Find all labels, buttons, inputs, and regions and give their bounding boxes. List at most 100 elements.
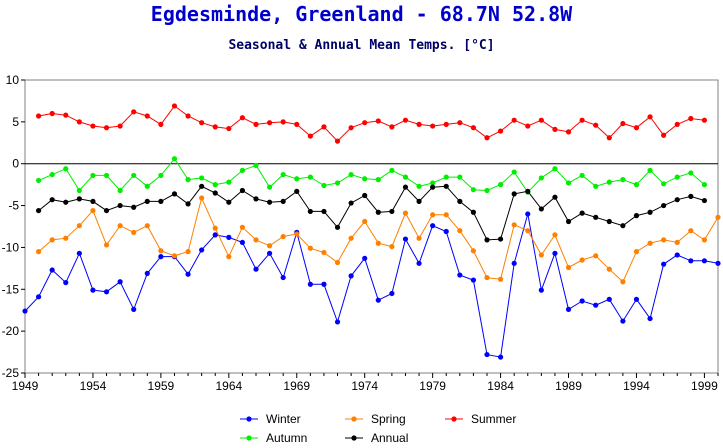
autumn-point	[158, 172, 164, 179]
annual-point	[661, 202, 667, 209]
annual-point	[647, 209, 653, 215]
autumn-point	[443, 174, 449, 180]
annual-point	[131, 204, 137, 210]
winter-point	[701, 258, 708, 264]
summer-point	[199, 120, 205, 126]
spring-point	[606, 266, 612, 272]
annual-point	[307, 208, 313, 215]
legend-swatch-marker	[351, 416, 357, 422]
annual-point	[239, 187, 246, 194]
winter-point	[49, 267, 55, 273]
winter-point	[430, 223, 436, 229]
summer-point	[226, 125, 232, 132]
summer-point	[266, 120, 273, 126]
legend-item-winter: Winter	[240, 412, 301, 426]
summer-point	[497, 128, 504, 134]
summer-point	[661, 132, 667, 138]
spring-point	[416, 235, 422, 241]
autumn-point	[402, 174, 409, 180]
spring-point	[620, 279, 626, 285]
summer-point	[430, 123, 436, 129]
winter-point	[606, 296, 612, 302]
annual-point	[103, 207, 110, 214]
summer-point	[647, 114, 653, 120]
x-tick-label: 1949	[12, 379, 39, 393]
winter-point	[565, 306, 572, 312]
autumn-point	[334, 180, 341, 186]
autumn-point	[579, 172, 585, 179]
summer-point	[90, 123, 96, 129]
winter-point	[362, 255, 368, 261]
spring-point	[63, 235, 69, 241]
spring-point	[321, 249, 327, 256]
legend-item-autumn: Autumn	[240, 431, 307, 445]
annual-point	[171, 191, 178, 197]
autumn-point	[226, 179, 232, 185]
summer-point	[334, 138, 341, 144]
x-tick-label: 1994	[623, 379, 650, 393]
spring-point	[389, 243, 395, 250]
spring-point	[402, 210, 409, 216]
autumn-point	[701, 182, 708, 188]
spring-point	[239, 224, 246, 230]
spring-point	[430, 212, 436, 218]
autumn-point	[131, 172, 137, 179]
summer-point	[457, 120, 463, 126]
winter-point	[633, 296, 640, 302]
summer-point	[185, 113, 191, 119]
chart-subtitle: Seasonal & Annual Mean Temps. [°C]	[228, 38, 495, 53]
winter-point	[389, 290, 395, 297]
winter-point	[63, 279, 69, 286]
autumn-point	[199, 175, 205, 181]
winter-point	[185, 271, 191, 277]
spring-point	[35, 249, 42, 255]
autumn-point	[63, 166, 69, 172]
series-summer	[35, 103, 708, 144]
annual-point	[484, 237, 490, 243]
annual-point	[620, 223, 626, 229]
y-tick-label: 0	[12, 157, 19, 171]
summer-point	[402, 117, 409, 123]
annual-point	[538, 206, 544, 212]
legend-label: Summer	[471, 412, 516, 426]
spring-point	[633, 249, 640, 255]
winter-point	[253, 266, 259, 272]
x-tick-label: 1959	[148, 379, 175, 393]
series-annual	[35, 183, 708, 243]
legend-item-summer: Summer	[445, 412, 516, 426]
summer-point	[307, 133, 313, 139]
annual-point	[701, 197, 708, 204]
autumn-point	[416, 183, 422, 189]
spring-point	[552, 232, 558, 238]
legend-swatch-marker	[451, 416, 457, 422]
y-tick-label: -20	[2, 324, 20, 338]
x-tick-label: 1999	[691, 379, 718, 393]
spring-point	[538, 252, 544, 258]
annual-point	[552, 194, 558, 200]
annual-point	[443, 183, 449, 189]
summer-point	[484, 135, 490, 141]
legend: Winter Spring Summer Autumn Annual	[240, 412, 516, 445]
summer-point	[525, 123, 531, 129]
winter-point	[266, 250, 273, 256]
autumn-point	[266, 184, 273, 190]
autumn-point	[620, 177, 626, 183]
x-tick-label: 1989	[555, 379, 582, 393]
autumn-point	[538, 175, 544, 181]
summer-point	[375, 118, 381, 124]
summer-point	[280, 119, 286, 125]
annual-point	[76, 196, 82, 202]
winter-point	[375, 297, 381, 303]
winter-point	[715, 260, 721, 266]
annual-point	[579, 210, 585, 216]
spring-point	[362, 218, 368, 225]
annual-point	[416, 198, 422, 204]
autumn-point	[307, 174, 313, 180]
y-tick-label: -5	[8, 199, 19, 213]
winter-point	[103, 289, 110, 295]
y-tick-label: -10	[2, 240, 20, 254]
winter-point	[226, 234, 232, 240]
autumn-point	[212, 182, 218, 188]
winter-point	[35, 294, 42, 300]
summer-point	[470, 125, 477, 131]
